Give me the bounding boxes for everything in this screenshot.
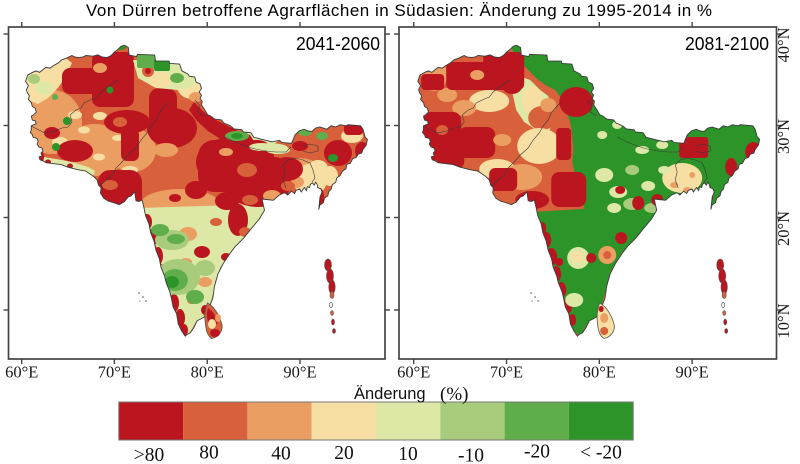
svg-text:40: 40 <box>271 444 291 464</box>
svg-text:20°N: 20°N <box>774 211 793 246</box>
svg-text:10: 10 <box>398 444 418 464</box>
svg-text:30°N: 30°N <box>774 119 793 154</box>
svg-text:2081-2100: 2081-2100 <box>685 33 769 54</box>
svg-text:60°E: 60°E <box>397 363 430 382</box>
svg-text:70°E: 70°E <box>490 363 523 382</box>
svg-text:2041-2060: 2041-2060 <box>296 33 380 54</box>
svg-text:80: 80 <box>199 443 219 464</box>
svg-text:< -20: < -20 <box>580 443 622 464</box>
svg-text:40°N: 40°N <box>774 27 793 62</box>
svg-text:90°E: 90°E <box>283 363 316 382</box>
svg-text:80°E: 80°E <box>583 363 616 382</box>
svg-text:-20: -20 <box>524 442 550 463</box>
svg-text:-10: -10 <box>458 446 484 464</box>
svg-text:>80: >80 <box>134 445 165 464</box>
svg-text:60°E: 60°E <box>5 363 38 382</box>
svg-text:70°E: 70°E <box>98 363 131 382</box>
svg-text:80°E: 80°E <box>191 363 224 382</box>
svg-text:Von Dürren betroffene Agrarflä: Von Dürren betroffene Agrarflächen in Sü… <box>86 1 712 20</box>
svg-text:Änderung: Änderung <box>354 385 426 403</box>
svg-text:(%): (%) <box>440 384 468 405</box>
svg-text:90°E: 90°E <box>676 363 709 382</box>
svg-text:20: 20 <box>334 443 354 464</box>
svg-text:10°N: 10°N <box>774 303 793 338</box>
